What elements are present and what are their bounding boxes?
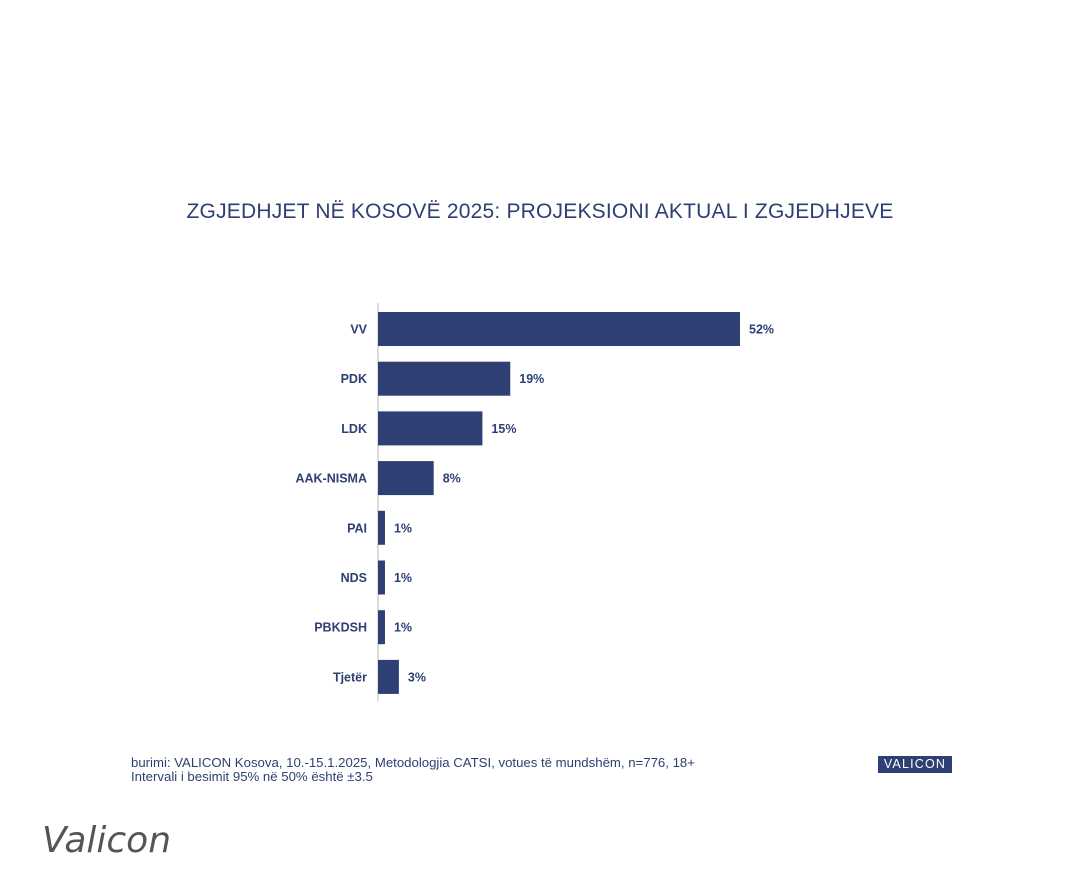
source-line-1: burimi: VALICON Kosova, 10.-15.1.2025, M… bbox=[131, 755, 695, 770]
value-label: 1% bbox=[394, 521, 412, 535]
value-label: 19% bbox=[519, 372, 544, 386]
chart-title: ZGJEDHJET NË KOSOVË 2025: PROJEKSIONI AK… bbox=[186, 200, 894, 223]
bar-pbkdsh bbox=[378, 610, 385, 645]
bar-vv bbox=[378, 312, 740, 346]
category-label: NDS bbox=[341, 571, 367, 585]
bar-ldk bbox=[378, 411, 483, 446]
bar-pai bbox=[378, 510, 385, 545]
value-label: 1% bbox=[394, 571, 412, 585]
bar-nds bbox=[378, 560, 385, 595]
category-label: PDK bbox=[341, 372, 367, 386]
source-line-2: Intervali i besimit 95% në 50% është ±3.… bbox=[131, 769, 373, 784]
value-label: 1% bbox=[394, 621, 412, 635]
bar-aak-nisma bbox=[378, 461, 434, 496]
bar-tjetër bbox=[378, 659, 399, 694]
value-label: 15% bbox=[491, 422, 516, 436]
value-label: 3% bbox=[408, 670, 426, 684]
value-label: 8% bbox=[443, 472, 461, 486]
watermark-text: Valicon bbox=[42, 820, 172, 861]
bar-pdk bbox=[378, 361, 511, 396]
category-label: VV bbox=[350, 323, 367, 337]
value-label: 52% bbox=[749, 323, 774, 337]
category-label: PAI bbox=[347, 521, 367, 535]
brand-logo: VALICON bbox=[878, 756, 952, 773]
category-label: Tjetër bbox=[333, 670, 367, 684]
category-label: LDK bbox=[341, 422, 367, 436]
category-label: AAK-NISMA bbox=[295, 472, 367, 486]
category-label: PBKDSH bbox=[314, 621, 367, 635]
footer-source: burimi: VALICON Kosova, 10.-15.1.2025, M… bbox=[131, 756, 695, 784]
